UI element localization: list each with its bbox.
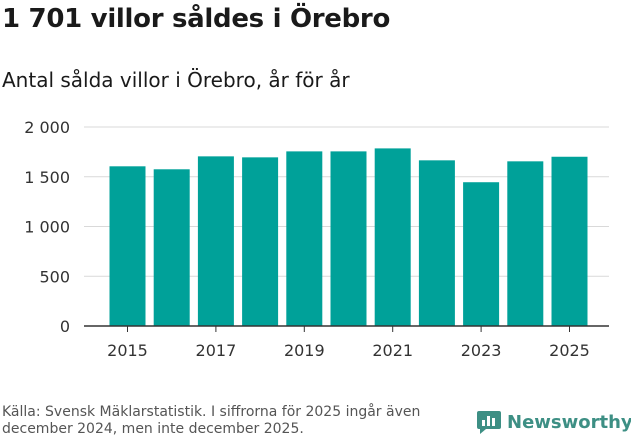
bar <box>330 151 367 326</box>
x-tick-label: 2017 <box>196 341 237 360</box>
brand-name: Newsworthy <box>507 411 631 433</box>
bar <box>418 160 455 326</box>
bar <box>463 182 500 326</box>
newsworthy-logo: Newsworthy <box>476 409 631 435</box>
x-tick-label: 2023 <box>461 341 502 360</box>
y-tick-label: 0 <box>60 317 70 336</box>
newsworthy-logo-icon <box>477 411 501 434</box>
x-tick-label: 2021 <box>372 341 413 360</box>
bar <box>507 161 544 326</box>
y-tick-label: 2 000 <box>24 118 70 137</box>
x-tick-label: 2019 <box>284 341 325 360</box>
bar <box>109 166 146 326</box>
x-tick-label: 2025 <box>549 341 590 360</box>
source-note: Källa: Svensk Mäklarstatistik. I siffror… <box>2 404 421 437</box>
y-tick-label: 1 000 <box>24 218 70 237</box>
bar-chart: 0 500 1 000 1 500 2 000 2015 2017 2019 2021 2023 2… <box>24 118 609 360</box>
y-tick-label: 1 500 <box>24 168 70 187</box>
bar <box>374 148 411 326</box>
bar <box>153 169 190 326</box>
chart-subtitle: Antal sålda villor i Örebro, år för år <box>2 68 350 92</box>
chart-title: 1 701 villor såldes i Örebro <box>2 4 391 34</box>
y-tick-label: 500 <box>39 267 70 286</box>
bar <box>551 156 588 326</box>
bar <box>242 157 279 326</box>
bar <box>197 156 234 326</box>
x-tick-label: 2015 <box>107 341 148 360</box>
bar <box>286 151 323 326</box>
